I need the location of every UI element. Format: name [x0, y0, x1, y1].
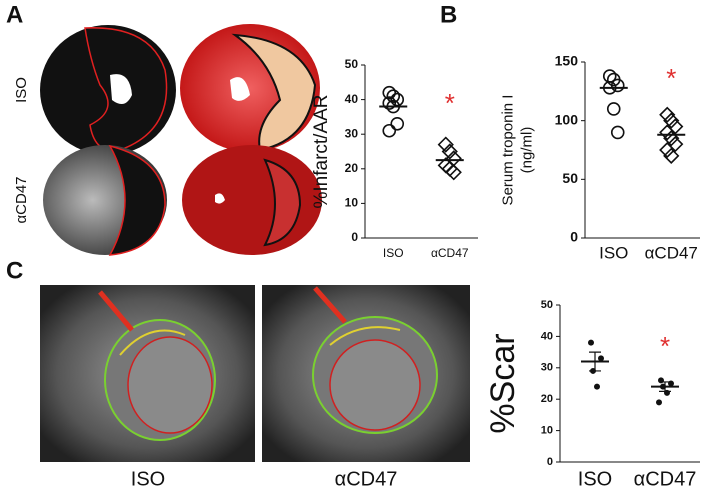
y-tick-label: 10	[541, 425, 553, 437]
image-label: ISO	[131, 468, 165, 490]
data-point	[437, 136, 454, 153]
y-axis-label: Serum troponin I	[499, 95, 516, 206]
y-tick-label: 0	[351, 230, 358, 244]
y-tick-label: 0	[570, 229, 578, 245]
image-label: αCD47	[13, 176, 30, 223]
data-point	[610, 78, 625, 93]
data-point	[659, 141, 676, 159]
panel-label: A	[6, 1, 23, 28]
y-axis-label: (ng/ml)	[518, 127, 535, 174]
x-tick-label: αCD47	[634, 468, 697, 490]
y-axis-label: %Scar	[484, 333, 522, 433]
y-tick-label: 40	[345, 92, 359, 106]
data-point	[667, 118, 684, 135]
data-point	[588, 339, 594, 346]
x-tick-label: αCD47	[645, 243, 698, 262]
panel-label: B	[440, 1, 457, 28]
data-point	[382, 123, 397, 138]
mri-images	[40, 285, 470, 462]
error-bar	[659, 381, 671, 392]
y-tick-label: 50	[345, 57, 359, 71]
y-tick-label: 10	[345, 196, 359, 210]
error-bar	[589, 351, 601, 372]
data-point	[594, 383, 600, 390]
y-tick-label: 150	[555, 53, 579, 69]
data-point	[441, 143, 458, 160]
y-axis-label: %Infarct/AAR	[311, 94, 332, 208]
significance-marker: *	[445, 88, 455, 118]
y-tick-label: 40	[541, 330, 553, 342]
y-tick-label: 20	[541, 393, 553, 405]
data-point	[386, 89, 401, 103]
significance-marker: *	[660, 331, 670, 361]
x-tick-label: αCD47	[431, 246, 469, 260]
data-point	[598, 355, 604, 362]
y-tick-label: 30	[541, 362, 553, 374]
data-point	[656, 399, 662, 406]
y-tick-label: 50	[562, 170, 578, 186]
image-label: ISO	[13, 77, 30, 103]
data-point	[445, 164, 462, 181]
x-tick-label: ISO	[383, 246, 404, 260]
data-point	[390, 117, 405, 131]
image-label: αCD47	[335, 468, 398, 490]
y-tick-label: 0	[547, 456, 553, 468]
x-tick-label: ISO	[599, 243, 628, 262]
data-point	[659, 106, 676, 123]
heart-slices	[40, 24, 322, 256]
y-tick-label: 30	[345, 126, 359, 140]
data-point	[382, 96, 397, 110]
data-point	[667, 136, 684, 153]
data-point	[610, 125, 625, 140]
x-tick-label: ISO	[578, 468, 612, 490]
data-point	[382, 85, 397, 100]
panel-label: C	[6, 257, 23, 284]
data-point	[606, 102, 621, 116]
y-tick-label: 50	[541, 299, 553, 311]
data-point	[663, 147, 680, 164]
y-tick-label: 100	[555, 111, 579, 127]
data-point	[663, 130, 680, 147]
y-tick-label: 20	[345, 161, 359, 175]
significance-marker: *	[666, 63, 676, 93]
data-point	[663, 112, 680, 129]
data-point	[659, 124, 676, 141]
